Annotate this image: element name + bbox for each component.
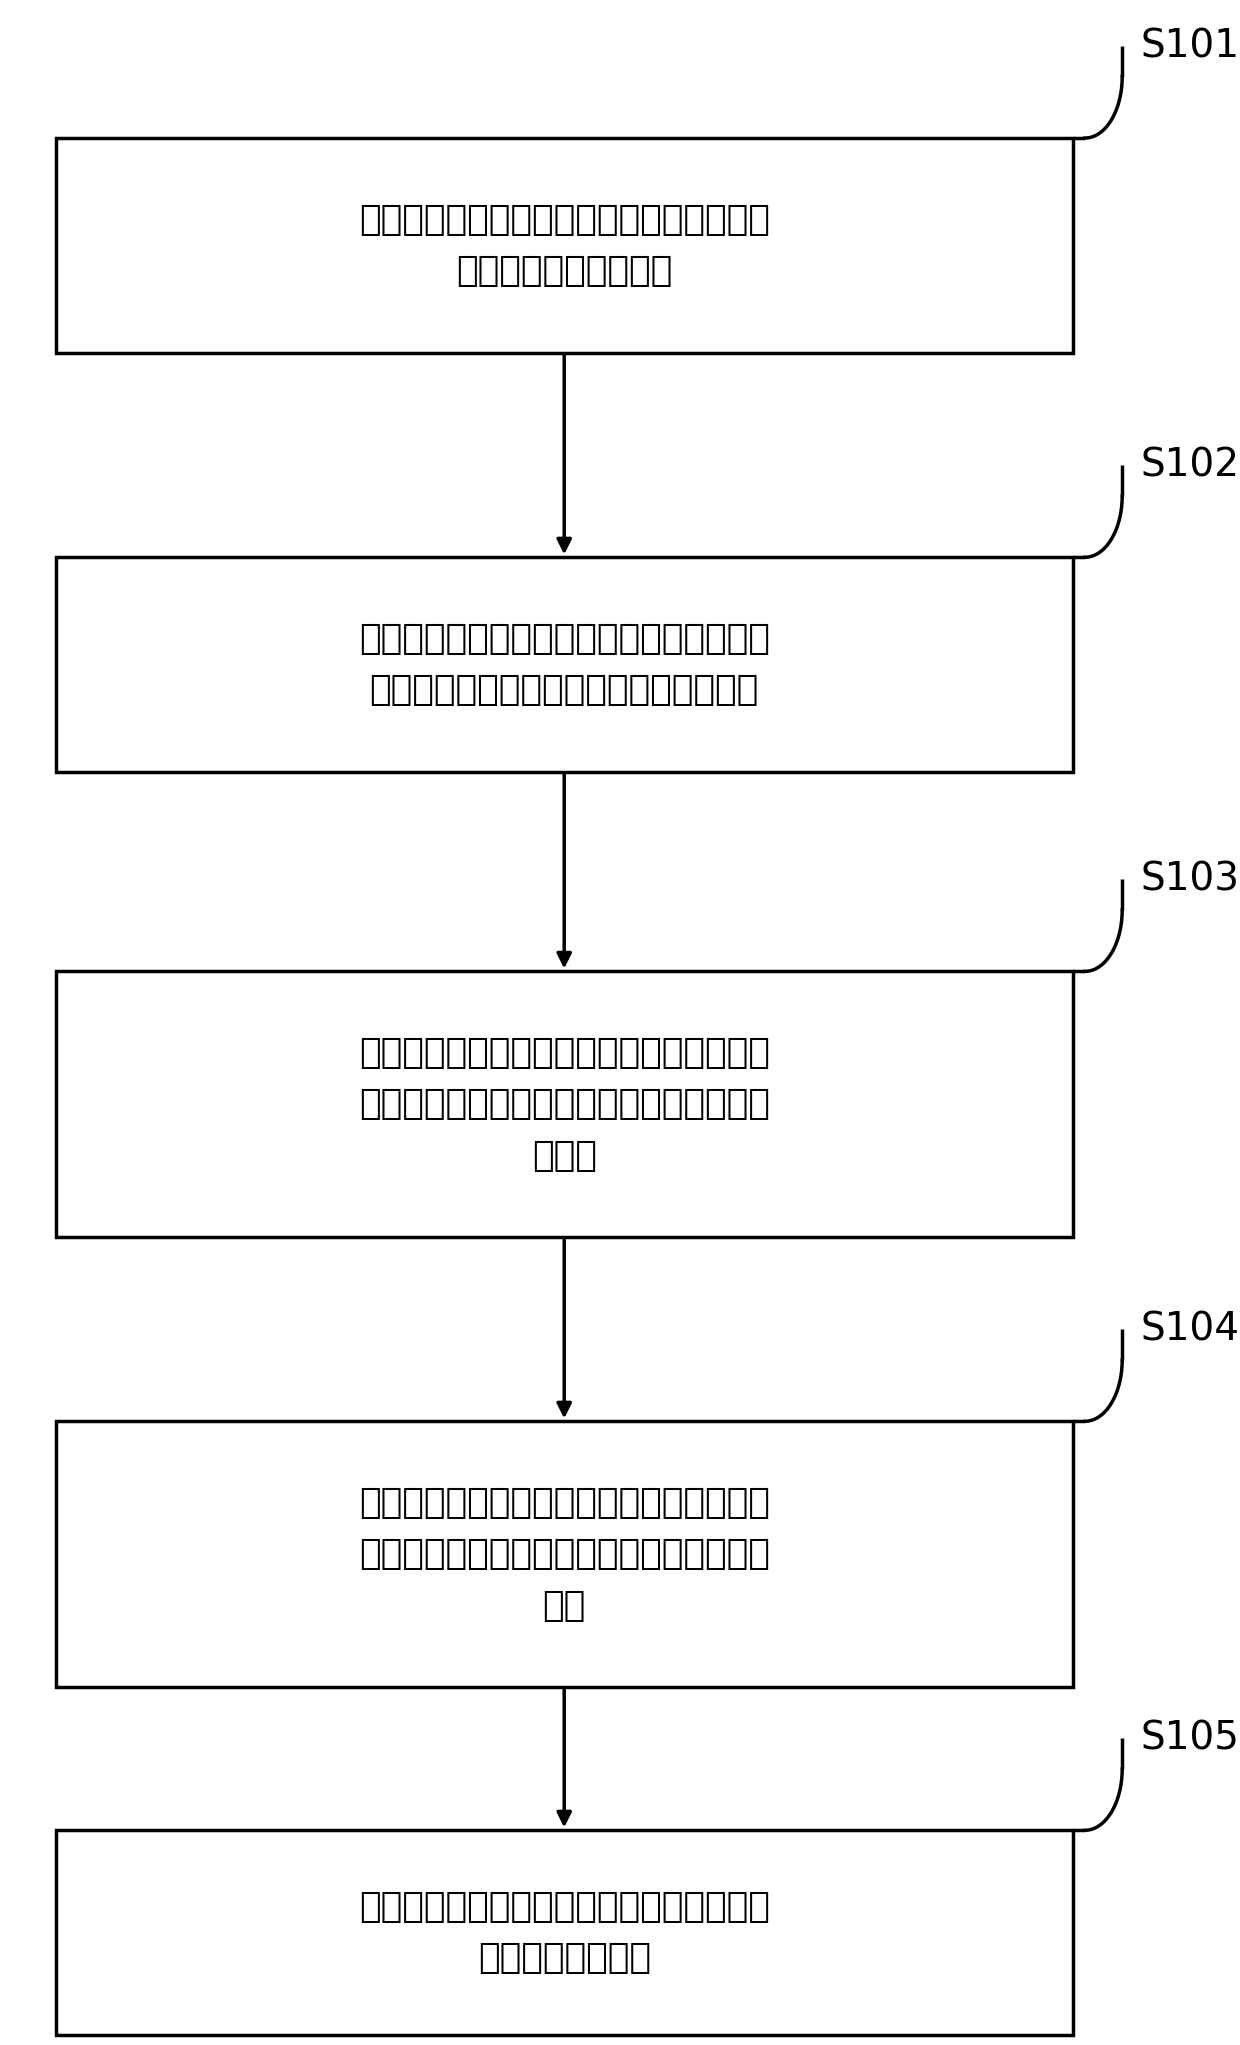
- Text: 根据第一无线接入点的性能指标和第二无线
接入点的性能指标，判断是否满足第一切换
条件: 根据第一无线接入点的性能指标和第二无线 接入点的性能指标，判断是否满足第一切换 …: [358, 1485, 770, 1624]
- Text: S105: S105: [1141, 1720, 1240, 1757]
- Bar: [56, 558, 1073, 773]
- Text: S103: S103: [1141, 861, 1240, 898]
- Text: S102: S102: [1141, 446, 1240, 485]
- Text: S101: S101: [1141, 27, 1240, 65]
- Bar: [56, 1830, 1073, 2035]
- Text: S104: S104: [1141, 1311, 1240, 1348]
- Bar: [56, 139, 1073, 354]
- Text: 当满足预设切换条件时，获取移动终端已连
接过的一个或多个无线接入点的性能指标: 当满足预设切换条件时，获取移动终端已连 接过的一个或多个无线接入点的性能指标: [358, 622, 770, 708]
- Bar: [56, 1421, 1073, 1687]
- Text: 根据一个或多个无线接入点的性能指标，从
一个或多个无线接入点中选择一个第二无线
接入点: 根据一个或多个无线接入点的性能指标，从 一个或多个无线接入点中选择一个第二无线 …: [358, 1035, 770, 1174]
- Text: 当满足第一切换条件时，进行移动终端的无
线连接的切换处理: 当满足第一切换条件时，进行移动终端的无 线连接的切换处理: [358, 1890, 770, 1975]
- Text: 在移动终端与第一无线接入点连接时，判断
是否满足预设切换条件: 在移动终端与第一无线接入点连接时，判断 是否满足预设切换条件: [358, 202, 770, 288]
- Bar: [56, 971, 1073, 1237]
